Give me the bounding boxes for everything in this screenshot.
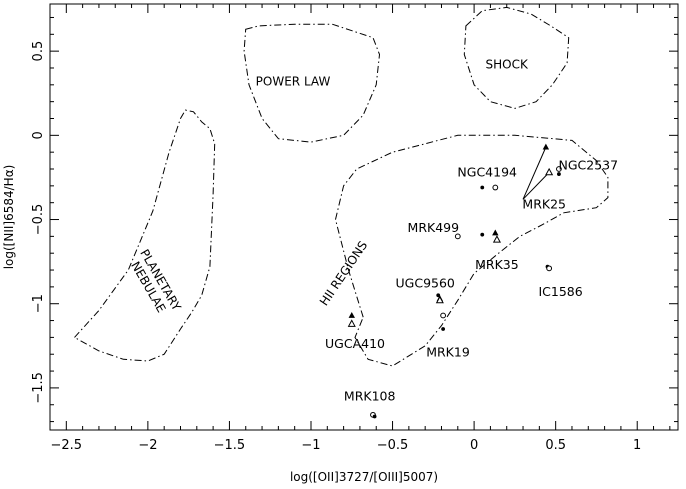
galaxy-label-mrk19: MRK19 — [426, 345, 470, 360]
x-tick-label: −0.5 — [377, 438, 409, 453]
x-tick-label: 0.5 — [545, 438, 566, 453]
data-point-filled-dot — [436, 293, 441, 298]
data-point-filled-dot — [557, 172, 561, 176]
data-point-open-triangle — [435, 295, 444, 304]
region-label-planetary-nebulae: PLANETARYNEBULAE — [125, 247, 184, 321]
galaxy-label-mrk108: MRK108 — [344, 388, 396, 403]
region-label-line: POWER LAW — [256, 75, 331, 89]
arrows-layer — [522, 146, 550, 200]
region-planetary-nebulae-boundary — [73, 109, 216, 362]
data-point-open-circle — [454, 233, 461, 240]
region-label-shock: SHOCK — [486, 58, 529, 72]
data-point-filled-dot — [372, 414, 377, 419]
plot-frame — [49, 3, 679, 431]
x-tick-label: −2.5 — [51, 438, 83, 453]
galaxy-label-ugca410: UGCA410 — [325, 336, 385, 351]
x-axis-title: log([OII]3727/[OIII]5007) — [290, 470, 438, 484]
labels-layer: NGC4194 NGC2537 MRK25 MRK499 MRK35 IC1586 UGC9… — [325, 158, 618, 404]
data-point-filled-dot — [441, 327, 446, 331]
data-point-filled-triangle — [492, 229, 499, 236]
region-shock-boundary — [463, 6, 570, 109]
data-point-filled-triangle — [348, 312, 355, 318]
y-tick-label: −0.5 — [31, 204, 46, 236]
arrow-line — [522, 146, 547, 200]
y-axis-title: log([NII]6584/Hα) — [2, 165, 16, 270]
region-power-law-boundary — [243, 23, 381, 143]
region-label-hii-regions: HII REGIONS — [317, 239, 370, 309]
regions-layer: PLANETARYNEBULAE POWER LAW SHOCK HII REGION… — [73, 6, 609, 367]
x-tick-label: −1 — [301, 438, 320, 453]
region-hii-regions-boundary — [334, 134, 609, 367]
galaxy-label-mrk499: MRK499 — [408, 220, 460, 235]
region-label-line: SHOCK — [486, 58, 529, 72]
galaxy-label-ugc9560: UGC9560 — [396, 276, 455, 291]
galaxy-label-mrk35: MRK35 — [475, 257, 519, 272]
y-axis: −1.5 −1 −0.5 0 0.5 — [31, 16, 678, 423]
galaxy-label-ngc2537: NGC2537 — [559, 158, 619, 173]
data-point-open-triangle — [545, 167, 554, 176]
x-tick-label: 0 — [470, 438, 478, 453]
data-point-open-circle — [440, 312, 447, 319]
x-tick-label: −1.5 — [214, 438, 246, 453]
y-tick-label: −1 — [31, 294, 46, 313]
x-tick-label: 1 — [633, 438, 641, 453]
arrow-line — [522, 172, 550, 200]
galaxy-label-ic1586: IC1586 — [538, 284, 582, 299]
points-layer — [347, 143, 562, 419]
data-point-open-circle — [546, 265, 553, 272]
y-tick-label: 0.5 — [31, 41, 46, 62]
galaxy-label-mrk25: MRK25 — [522, 196, 566, 211]
y-tick-label: 0 — [31, 131, 46, 139]
data-point-open-circle — [556, 166, 562, 172]
data-point-filled-triangle — [542, 143, 550, 150]
y-tick-label: −1.5 — [31, 372, 46, 404]
x-axis: −2.5 −2 −1.5 −1 −0.5 0 0.5 1 — [49, 4, 671, 453]
data-point-filled-dot — [480, 232, 485, 237]
region-label-line: HII REGIONS — [317, 239, 370, 309]
region-label-power-law: POWER LAW — [256, 75, 331, 89]
data-point-open-circle — [492, 184, 499, 191]
data-point-open-triangle — [492, 235, 501, 243]
x-tick-label: −2 — [138, 438, 157, 453]
data-point-open-triangle — [347, 319, 356, 327]
galaxy-label-ngc4194: NGC4194 — [457, 164, 517, 179]
data-point-filled-dot — [480, 185, 485, 190]
